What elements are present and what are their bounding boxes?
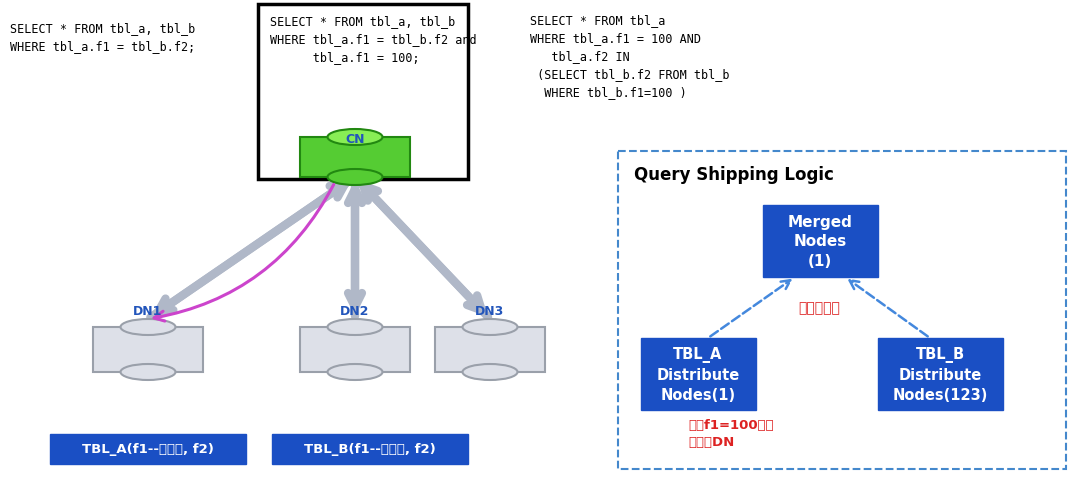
Bar <box>300 327 410 372</box>
Text: SELECT * FROM tbl_a, tbl_b
WHERE tbl_a.f1 = tbl_b.f2;: SELECT * FROM tbl_a, tbl_b WHERE tbl_a.f… <box>10 22 195 53</box>
Text: SELECT * FROM tbl_a, tbl_b
WHERE tbl_a.f1 = tbl_b.f2 and
      tbl_a.f1 = 100;: SELECT * FROM tbl_a, tbl_b WHERE tbl_a.f… <box>270 15 476 64</box>
Text: DN1: DN1 <box>133 304 163 318</box>
Text: DN3: DN3 <box>475 304 504 318</box>
Bar <box>762 206 877 277</box>
Ellipse shape <box>327 170 382 186</box>
Ellipse shape <box>462 364 517 380</box>
Ellipse shape <box>462 319 517 335</box>
Text: TBL_A
Distribute
Nodes(1): TBL_A Distribute Nodes(1) <box>657 347 740 402</box>
Ellipse shape <box>327 319 382 335</box>
Text: 根据f1=100计算
出具体DN: 根据f1=100计算 出具体DN <box>688 418 773 448</box>
Text: TBL_B(f1--分布列, f2): TBL_B(f1--分布列, f2) <box>305 442 436 455</box>
Bar <box>877 338 1002 410</box>
Text: TBL_A(f1--分布列, f2): TBL_A(f1--分布列, f2) <box>82 442 214 455</box>
Bar <box>640 338 756 410</box>
Ellipse shape <box>327 364 382 380</box>
Text: TBL_B
Distribute
Nodes(123): TBL_B Distribute Nodes(123) <box>892 347 988 402</box>
Bar <box>50 434 246 464</box>
Bar <box>272 434 468 464</box>
Ellipse shape <box>327 130 382 146</box>
Bar <box>618 151 1066 469</box>
Text: CN: CN <box>346 133 365 146</box>
Ellipse shape <box>121 319 175 335</box>
Text: DN2: DN2 <box>340 304 369 318</box>
Text: SELECT * FROM tbl_a
WHERE tbl_a.f1 = 100 AND
   tbl_a.f2 IN
 (SELECT tbl_b.f2 FR: SELECT * FROM tbl_a WHERE tbl_a.f1 = 100… <box>530 14 729 99</box>
Text: Merged
Nodes
(1): Merged Nodes (1) <box>787 214 852 269</box>
Ellipse shape <box>121 364 175 380</box>
Text: Query Shipping Logic: Query Shipping Logic <box>634 166 834 183</box>
Text: 分布列相同: 分布列相同 <box>798 301 840 315</box>
Bar <box>258 5 468 180</box>
Bar <box>93 327 203 372</box>
Bar <box>435 327 545 372</box>
Bar <box>300 138 410 178</box>
